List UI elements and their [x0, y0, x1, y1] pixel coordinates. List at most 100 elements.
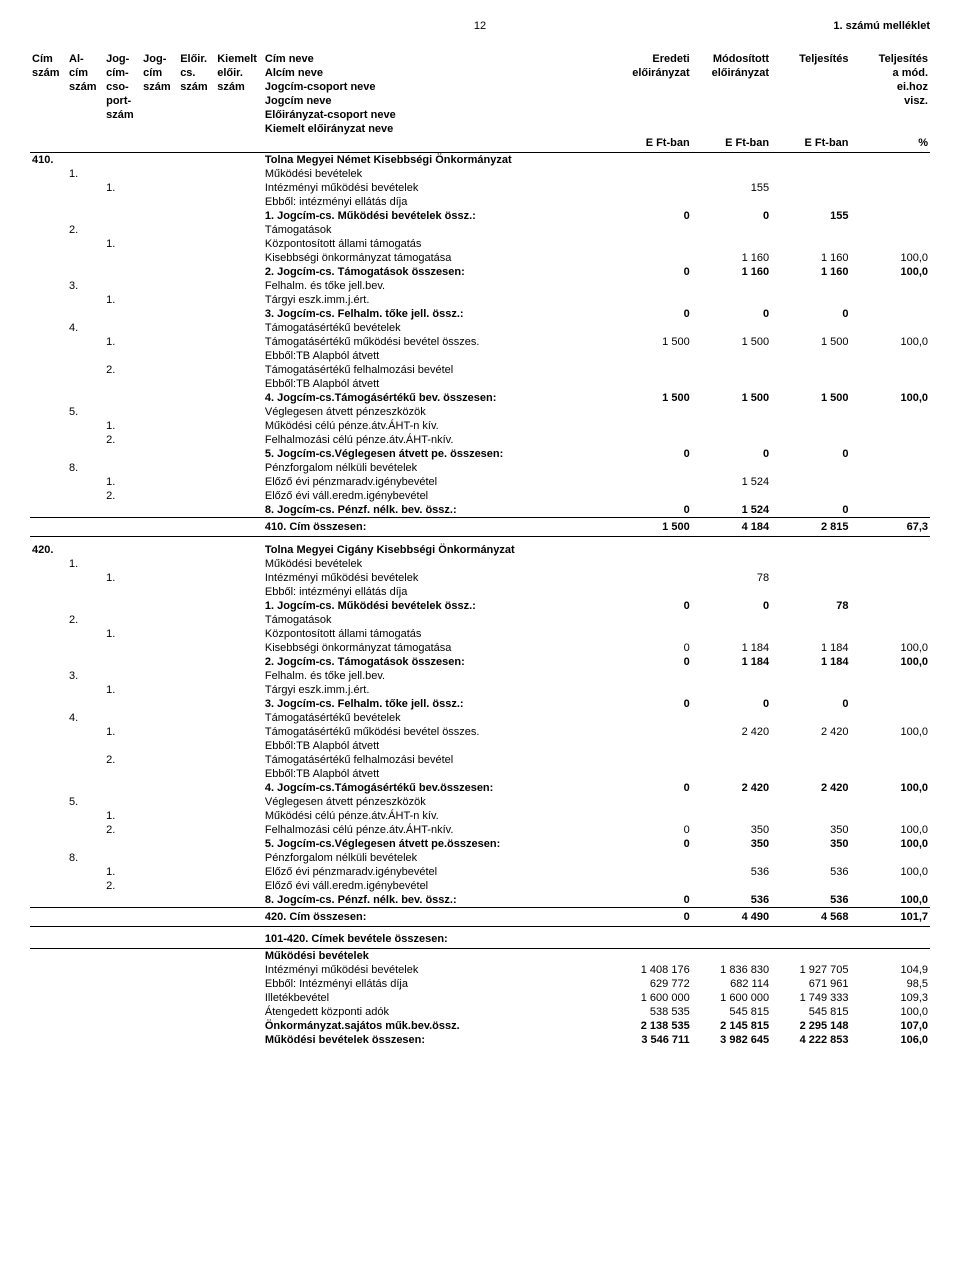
val-modositott	[692, 543, 771, 557]
alcim-szam	[67, 265, 104, 279]
val-pct	[851, 585, 931, 599]
val-modositott: 536	[692, 865, 771, 879]
val-modositott: 1 160	[692, 265, 771, 279]
kiemelt-eloir-szam	[215, 377, 263, 391]
eloir-cs-szam	[178, 613, 215, 627]
jogcim-cs-szam: 1.	[104, 181, 141, 195]
kiemelt-eloir-szam	[215, 195, 263, 209]
val-pct	[851, 237, 931, 251]
hdr-jogcim_szam: cím	[141, 66, 178, 80]
eloir-cs-szam	[178, 767, 215, 781]
jogcim-cs-szam	[104, 447, 141, 461]
eloir-cs-szam	[178, 461, 215, 475]
alcim-szam: 2.	[67, 223, 104, 237]
jogcim-szam	[141, 391, 178, 405]
val-pct	[851, 543, 931, 557]
row-name: Támogatásértékű működési bevétel összes.	[263, 335, 612, 349]
hdr-eredeti: Eredeti	[612, 52, 691, 66]
val-modositott: 155	[692, 181, 771, 195]
hdr-eft1: E Ft-ban	[612, 136, 691, 153]
jogcim-szam	[141, 279, 178, 293]
val-eredeti: 0	[612, 307, 691, 321]
jogcim-szam	[141, 739, 178, 753]
table-row: 3. Jogcím-cs. Felhalm. tőke jell. össz.:…	[30, 307, 930, 321]
table-row: 5. Jogcím-cs.Véglegesen átvett pe. össze…	[30, 447, 930, 461]
val-modositott: 0	[692, 209, 771, 223]
cim-szam	[30, 461, 67, 475]
val-teljesites: 0	[771, 503, 850, 518]
val-eredeti: 0	[612, 447, 691, 461]
eloir-cs-szam	[178, 1019, 215, 1033]
row-name: Felhalmozási célú pénze.átv.ÁHT-nkív.	[263, 433, 612, 447]
table-row: Ebből:TB Alapból átvett	[30, 739, 930, 753]
table-row: Átengedett központi adók538 535545 81554…	[30, 1005, 930, 1019]
jogcim-szam	[141, 307, 178, 321]
val-teljesites	[771, 349, 850, 363]
table-row: 1.Tárgyi eszk.imm.j.ért.	[30, 293, 930, 307]
jogcim-szam	[141, 167, 178, 181]
val-eredeti: 0	[612, 265, 691, 279]
kiemelt-eloir-szam	[215, 907, 263, 926]
hdr-name_labels: Kiemelt előirányzat neve	[263, 122, 612, 136]
eloir-cs-szam	[178, 447, 215, 461]
val-pct	[851, 753, 931, 767]
val-pct	[851, 932, 931, 949]
val-modositott: 1 600 000	[692, 991, 771, 1005]
val-pct	[851, 503, 931, 518]
val-pct: 100,0	[851, 1005, 931, 1019]
jogcim-cs-szam: 2.	[104, 823, 141, 837]
val-eredeti: 0	[612, 209, 691, 223]
cim-szam	[30, 167, 67, 181]
cim-szam	[30, 419, 67, 433]
cim-szam	[30, 433, 67, 447]
jogcim-szam	[141, 1033, 178, 1047]
val-modositott: 0	[692, 447, 771, 461]
table-row: 1.Támogatásértékű működési bevétel össze…	[30, 335, 930, 349]
cim-szam	[30, 1005, 67, 1019]
eloir-cs-szam	[178, 991, 215, 1005]
alcim-szam	[67, 1005, 104, 1019]
jogcim-cs-szam	[104, 279, 141, 293]
row-name: Tárgyi eszk.imm.j.ért.	[263, 683, 612, 697]
hdr-teljesites_mod: visz.	[851, 94, 931, 108]
val-eredeti	[612, 195, 691, 209]
eloir-cs-szam	[178, 251, 215, 265]
hdr-eloir_cs_szam: Előir.	[178, 52, 215, 66]
val-teljesites	[771, 809, 850, 823]
jogcim-cs-szam	[104, 907, 141, 926]
hdr-name_labels: Cím neve	[263, 52, 612, 66]
cim-szam: 420.	[30, 543, 67, 557]
hdr-alcim_szam: cím	[67, 66, 104, 80]
jogcim-szam	[141, 1019, 178, 1033]
hdr-kiemelt_eloir_szam: előir.	[215, 66, 263, 80]
val-pct	[851, 461, 931, 475]
hdr-eloir_cs_szam	[178, 122, 215, 136]
kiemelt-eloir-szam	[215, 599, 263, 613]
val-modositott: 545 815	[692, 1005, 771, 1019]
kiemelt-eloir-szam	[215, 475, 263, 489]
jogcim-szam	[141, 627, 178, 641]
val-modositott: 1 160	[692, 251, 771, 265]
cim-szam	[30, 795, 67, 809]
eloir-cs-szam	[178, 795, 215, 809]
val-teljesites	[771, 293, 850, 307]
alcim-szam	[67, 879, 104, 893]
val-teljesites	[771, 475, 850, 489]
val-pct: 101,7	[851, 907, 931, 926]
val-pct: 100,0	[851, 865, 931, 879]
jogcim-cs-szam: 1.	[104, 293, 141, 307]
val-teljesites: 2 420	[771, 781, 850, 795]
val-pct	[851, 447, 931, 461]
val-eredeti: 1 408 176	[612, 963, 691, 977]
jogcim-cs-szam	[104, 377, 141, 391]
eloir-cs-szam	[178, 419, 215, 433]
hdr-kiemelt_eloir_szam	[215, 122, 263, 136]
alcim-szam	[67, 865, 104, 879]
cim-szam	[30, 321, 67, 335]
hdr-alcim_szam: szám	[67, 80, 104, 94]
val-modositott	[692, 237, 771, 251]
val-eredeti	[612, 851, 691, 865]
table-row: 1. Jogcím-cs. Működési bevételek össz.:0…	[30, 599, 930, 613]
val-modositott	[692, 613, 771, 627]
hdr-eloir_cs_szam	[178, 108, 215, 122]
